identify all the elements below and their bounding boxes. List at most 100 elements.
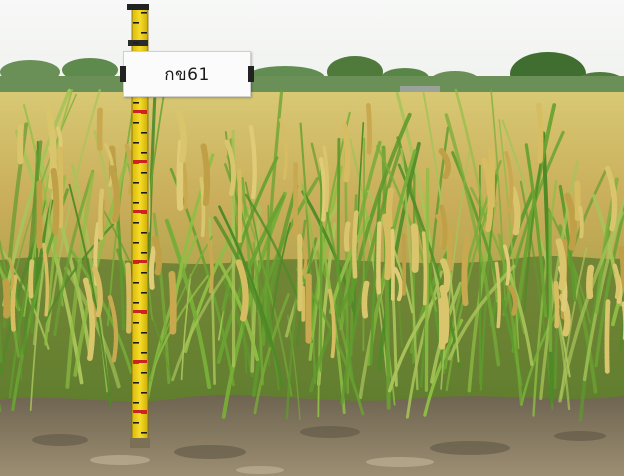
soil-highlights [90,455,434,474]
rice-panicle [553,280,560,329]
rice-panicle [7,257,15,290]
staff-tick [141,232,147,234]
staff-tick [133,202,139,204]
rice-leaf [299,122,317,384]
rice-leaf [524,143,548,318]
rice-panicle [361,280,370,319]
survey-staff [127,4,150,448]
rice-leaf [309,278,358,393]
staff-major-tick [133,110,147,113]
rice-leaf [65,171,95,389]
staff-tick [133,122,139,124]
staff-major-tick [133,410,147,413]
rice-leaf [532,180,558,417]
rice-leaf [539,160,579,400]
rice-leaf [405,270,444,419]
rice-panicle [182,162,188,210]
rice-panicle [574,180,581,223]
rice-leaf [611,278,624,327]
rice-panicle [322,145,330,213]
rice-leaf [14,276,23,381]
rice-leaf [362,137,366,352]
sign-clip-left [120,66,126,82]
staff-tick [141,272,147,274]
rice-panicle [50,167,60,235]
rice-panicle [365,103,372,155]
rice-panicle [435,214,445,248]
rice-leaf [0,318,3,364]
staff-tick [133,142,139,144]
rice-panicle [439,204,448,251]
rice-leaf [29,187,54,411]
staff-major-tick [133,160,147,163]
rice-leaf [2,88,72,307]
rice-leaf [444,113,501,367]
rice-leaf [501,119,571,378]
rice-panicle [151,235,163,276]
rice-leaf [558,184,577,302]
staff-major-tick [133,260,147,263]
rice-panicle [578,205,584,239]
rice-leaf [349,138,388,377]
rice-panicle [504,150,514,214]
staff-tick [133,102,139,104]
rice-panicle [536,102,544,164]
rice-panicle [438,148,451,180]
rice-panicle [107,295,119,363]
rice-leaf [558,211,624,403]
staff-tick [141,392,147,394]
rice-leaf [508,272,534,367]
rice-leaf [224,131,248,375]
staff-tick [141,12,147,14]
rice-leaf [23,89,73,317]
rice-panicle [564,192,577,252]
rice-leaf [541,131,554,404]
rice-leaf [30,150,39,334]
staff-tick [141,132,147,134]
rice-leaf [213,216,273,348]
rice-leaf [180,274,192,381]
rice-leaf [490,89,506,301]
rice-panicle [205,233,214,295]
rice-leaf [388,296,437,393]
rice-panicle [341,122,351,183]
rice-panicle [235,259,249,322]
staff-major-tick [133,210,147,213]
staff-tick [133,342,139,344]
rice-panicle [604,299,611,374]
rice-panicle [98,188,105,241]
rice-panicle [199,176,206,238]
rice-leaf [547,207,592,325]
rice-panicle [278,118,288,180]
rice-leaf [46,88,101,333]
rice-leaf [397,163,462,368]
rice-panicle [440,258,451,293]
rice-leaf [336,137,341,317]
rice-panicle [91,266,103,318]
rice-leaf [253,293,290,415]
staff-tick [141,372,147,374]
staff-tick [141,32,147,34]
rice-leaf [498,119,520,349]
rice-leaf [582,193,624,382]
rice-panicle [82,277,96,362]
rice-leaf [53,169,95,337]
sign-label: กข61 [164,64,210,85]
rice-panicle [586,264,595,300]
rice-leaf [261,89,284,347]
staff-tick [141,432,147,434]
rice-panicle [352,210,359,279]
rice-panicle [385,187,394,230]
rice-leaf [520,305,561,406]
rice-panicle [410,223,420,273]
staff-tick [141,332,147,334]
rice-panicle [509,186,521,236]
staff-major-tick [133,310,147,313]
rice-panicle [10,274,18,332]
rice-leaf [164,218,212,389]
rice-panicle [461,235,471,307]
rice-panicle [108,165,121,223]
rice-panicle [612,263,621,299]
